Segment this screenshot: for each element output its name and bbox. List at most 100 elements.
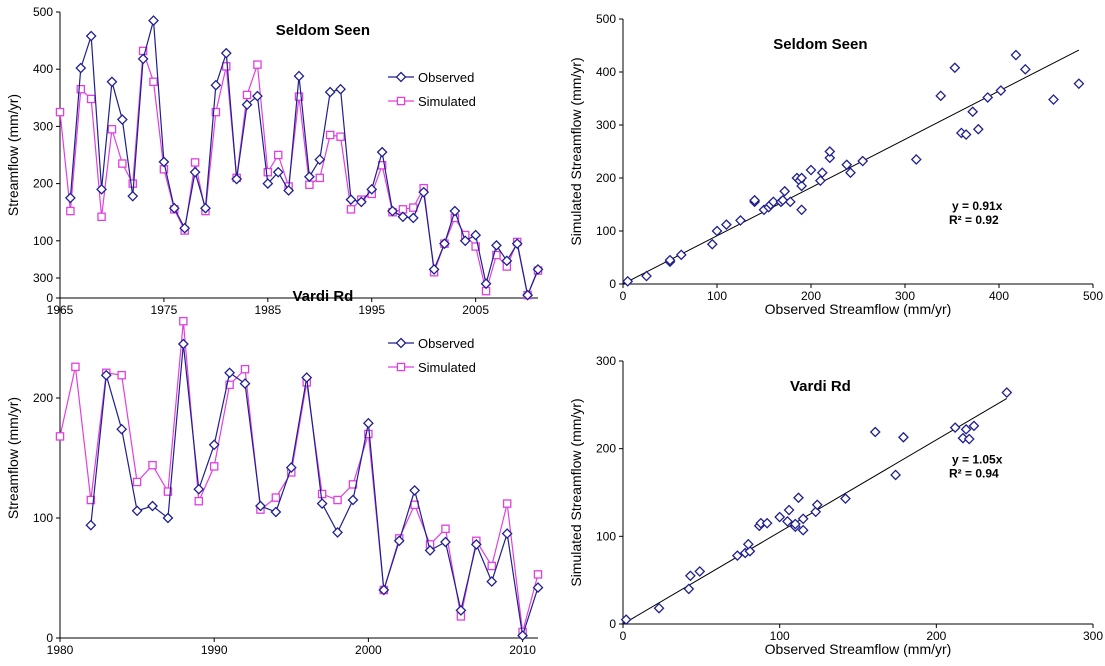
x-tick-label: 1985 bbox=[254, 303, 281, 317]
point-observed bbox=[409, 484, 421, 496]
point-simulated bbox=[132, 477, 142, 487]
scatter-point bbox=[711, 225, 723, 237]
legend-marker-observed bbox=[395, 337, 407, 349]
x-tick-label: 2000 bbox=[355, 643, 382, 657]
point-observed bbox=[449, 205, 461, 217]
point-simulated bbox=[364, 429, 373, 439]
y-tick-label: 0 bbox=[46, 291, 53, 305]
point-observed bbox=[480, 278, 492, 290]
x-tick-label: 1995 bbox=[358, 303, 385, 317]
point-simulated bbox=[66, 206, 75, 216]
point-simulated bbox=[315, 173, 325, 183]
scatter-point bbox=[749, 194, 761, 206]
scatter-point bbox=[949, 62, 961, 74]
point-simulated bbox=[471, 242, 480, 251]
scatter-point bbox=[1073, 78, 1085, 90]
scatter-point bbox=[1048, 94, 1059, 105]
point-simulated bbox=[55, 432, 65, 441]
x-tick-label: 0 bbox=[620, 289, 627, 303]
scatter-point bbox=[742, 538, 754, 550]
point-observed bbox=[96, 183, 107, 195]
y-tick-label: 300 bbox=[33, 271, 53, 285]
point-observed bbox=[378, 584, 390, 596]
point-observed bbox=[262, 178, 274, 190]
point-observed bbox=[324, 86, 336, 98]
point-observed bbox=[362, 417, 374, 429]
legend-label-simulated: Simulated bbox=[418, 360, 476, 375]
point-simulated bbox=[253, 60, 262, 69]
point-simulated bbox=[71, 362, 80, 372]
scatter-point bbox=[960, 423, 972, 435]
point-observed bbox=[148, 15, 159, 26]
y-tick-label: 100 bbox=[33, 234, 53, 248]
legend-label-observed: Observed bbox=[418, 70, 474, 85]
point-observed bbox=[239, 378, 251, 390]
scatter-point bbox=[620, 614, 632, 626]
scatter-point bbox=[810, 506, 822, 518]
point-observed bbox=[335, 83, 346, 95]
point-observed bbox=[355, 196, 367, 208]
point-observed bbox=[332, 526, 343, 538]
y-axis-label: Streamflow (mm/yr) bbox=[5, 397, 21, 519]
point-simulated bbox=[225, 380, 234, 390]
point-simulated bbox=[346, 205, 356, 214]
point-observed bbox=[272, 166, 284, 178]
point-observed bbox=[241, 99, 253, 111]
y-tick-label: 500 bbox=[33, 5, 53, 19]
point-observed bbox=[208, 439, 220, 451]
point-observed bbox=[200, 202, 211, 214]
series-line-simulated bbox=[59, 50, 539, 298]
point-simulated bbox=[502, 499, 512, 508]
point-observed bbox=[106, 76, 118, 88]
x-tick-label: 1990 bbox=[201, 643, 228, 657]
point-simulated bbox=[128, 179, 137, 188]
scatter-point bbox=[814, 175, 826, 187]
point-observed bbox=[345, 194, 357, 206]
x-tick-label: 100 bbox=[707, 289, 727, 303]
scatter-point bbox=[845, 167, 856, 179]
y-tick-label: 400 bbox=[596, 65, 616, 79]
scatter-point bbox=[811, 499, 823, 511]
y-tick-label: 200 bbox=[33, 391, 53, 405]
scatter-point bbox=[779, 185, 791, 197]
scatter-point bbox=[777, 194, 789, 206]
point-simulated bbox=[441, 524, 450, 534]
x-tick-label: 300 bbox=[895, 289, 915, 303]
point-observed bbox=[470, 229, 482, 241]
legend-label-observed: Observed bbox=[418, 336, 474, 351]
scatter-point bbox=[960, 129, 972, 140]
scatter-point bbox=[796, 204, 808, 216]
point-observed bbox=[285, 462, 297, 474]
point-observed bbox=[303, 171, 315, 183]
point-observed bbox=[439, 238, 450, 250]
point-observed bbox=[137, 53, 149, 65]
point-observed bbox=[407, 212, 419, 224]
scatter-point bbox=[816, 167, 828, 179]
y-tick-label: 100 bbox=[33, 511, 53, 525]
scatter-point bbox=[949, 422, 961, 434]
scatter-point bbox=[664, 254, 676, 266]
point-observed bbox=[501, 255, 513, 267]
x-axis-label: Observed Streamflow (mm/yr) bbox=[765, 641, 952, 657]
scatter-point bbox=[805, 164, 817, 176]
point-observed bbox=[158, 156, 170, 168]
y-tick-label: 100 bbox=[596, 224, 616, 238]
x-tick-label: 200 bbox=[801, 289, 821, 303]
scatter-point bbox=[869, 426, 881, 438]
scatter-point bbox=[1001, 387, 1013, 398]
chart-title: Vardi Rd bbox=[790, 378, 851, 395]
series-line-observed bbox=[69, 20, 539, 298]
point-simulated bbox=[179, 316, 188, 326]
point-simulated bbox=[325, 130, 335, 140]
point-observed bbox=[455, 604, 467, 616]
point-observed bbox=[428, 263, 440, 275]
point-observed bbox=[418, 186, 430, 198]
point-observed bbox=[255, 500, 266, 512]
scatter-point bbox=[857, 155, 869, 167]
y-axis-label: Simulated Streamflow (mm/yr) bbox=[568, 57, 584, 245]
scatter-point bbox=[731, 550, 743, 562]
scatter-point bbox=[982, 92, 994, 103]
point-observed bbox=[301, 372, 313, 384]
